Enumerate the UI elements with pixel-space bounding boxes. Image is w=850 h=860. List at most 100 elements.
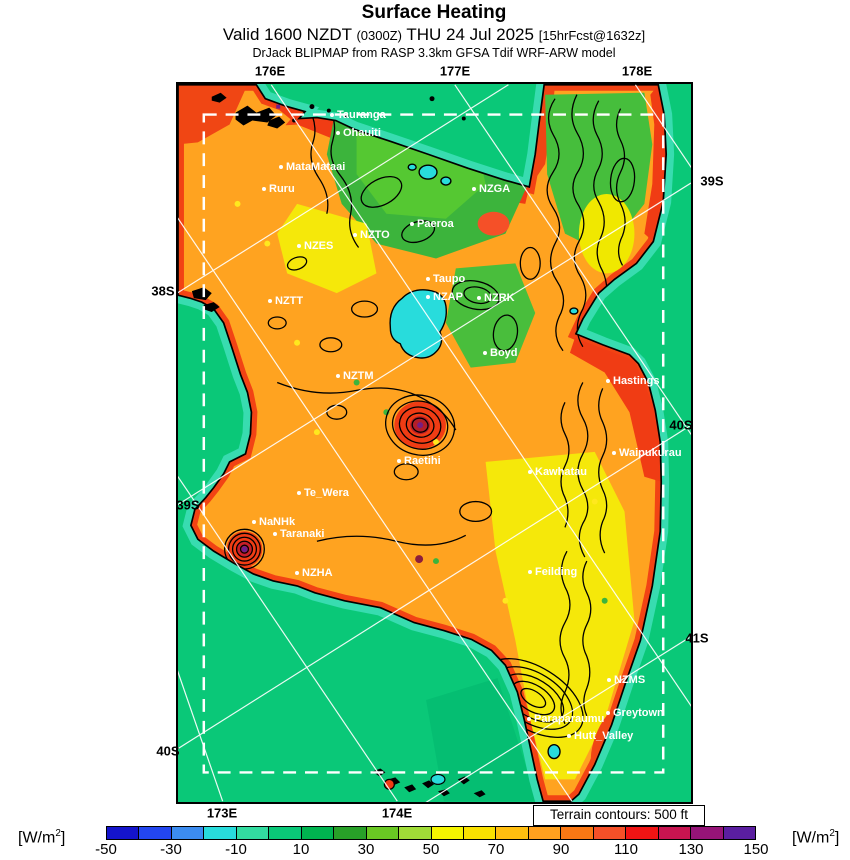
station-label: Ohauiti bbox=[343, 127, 381, 139]
station-label: Taranaki bbox=[280, 528, 325, 540]
station-nzrk: NZRK bbox=[477, 292, 515, 304]
colorbar-tick-110: 110 bbox=[614, 841, 638, 858]
colorbar-segment-14 bbox=[560, 827, 593, 839]
station-dot bbox=[273, 532, 277, 536]
station-dot bbox=[397, 459, 401, 463]
station-nzto: NZTO bbox=[353, 229, 390, 241]
valid-time-line: Valid 1600 NZDT (0300Z) THU 24 Jul 2025 … bbox=[0, 24, 850, 46]
axis-label-left-40s: 40S bbox=[156, 743, 180, 759]
figure-title: Surface Heating bbox=[361, 2, 507, 23]
axis-label-top-178e: 178E bbox=[621, 63, 653, 79]
station-label: Paraparaumu bbox=[534, 713, 605, 725]
heating-map bbox=[178, 84, 691, 802]
colorbar-tick-150: 150 bbox=[743, 841, 769, 858]
station-tauranga: Tauranga bbox=[330, 109, 386, 121]
colorbar-segment-5 bbox=[268, 827, 301, 839]
station-label: Raetihi bbox=[404, 455, 441, 467]
station-dot bbox=[607, 678, 611, 682]
station-label: NZGA bbox=[479, 183, 511, 195]
axis-label-left-39s: 39S bbox=[176, 497, 200, 513]
colorbar-segment-3 bbox=[203, 827, 236, 839]
colorbar-tick-130: 130 bbox=[678, 841, 704, 858]
station-label: MataMataai bbox=[286, 161, 346, 173]
station-label: Hutt_Valley bbox=[574, 730, 634, 742]
station-ruru: Ruru bbox=[262, 183, 295, 195]
valid-time-main: Valid 1600 NZDT bbox=[222, 25, 352, 44]
station-nztm: NZTM bbox=[336, 370, 374, 382]
station-te-wera: Te_Wera bbox=[297, 487, 349, 499]
heating-colorbar bbox=[106, 826, 756, 840]
station-label: Tauranga bbox=[337, 109, 386, 121]
graticule-lines bbox=[178, 84, 691, 802]
station-dot bbox=[477, 296, 481, 300]
colorbar-segment-2 bbox=[170, 827, 204, 839]
station-label: Boyd bbox=[490, 347, 518, 359]
station-nanhk: NaNHk bbox=[252, 516, 295, 528]
station-dot bbox=[528, 570, 532, 574]
station-label: NZTT bbox=[275, 295, 304, 307]
colorbar-unit-left: [W/m2] bbox=[18, 828, 66, 847]
colorbar-tick--10: -10 bbox=[225, 841, 247, 858]
station-label: Hastings bbox=[613, 375, 660, 387]
station-dot bbox=[295, 571, 299, 575]
station-label: NZRK bbox=[484, 292, 515, 304]
ocean-dark-band bbox=[426, 678, 538, 802]
station-matamataai: MataMataai bbox=[279, 161, 345, 173]
model-line: DrJack BLIPMAP from RASP 3.3km GFSA Tdif… bbox=[252, 46, 616, 60]
station-dot bbox=[268, 299, 272, 303]
station-label: Greytown bbox=[613, 707, 664, 719]
station-label: NZES bbox=[304, 240, 334, 252]
station-dot bbox=[483, 351, 487, 355]
map-plot-area bbox=[176, 82, 693, 804]
axis-label-right-40s: 40S bbox=[669, 417, 693, 433]
colorbar-unit-right: [W/m2] bbox=[792, 828, 840, 847]
station-label: Paeroa bbox=[417, 218, 454, 230]
station-label: Feilding bbox=[535, 566, 578, 578]
colorbar-segment-6 bbox=[300, 827, 334, 839]
station-hutt-valley: Hutt_Valley bbox=[567, 730, 633, 742]
colorbar-segment-17 bbox=[657, 827, 691, 839]
station-paeroa: Paeroa bbox=[410, 218, 454, 230]
station-raetihi: Raetihi bbox=[397, 455, 441, 467]
station-dot bbox=[606, 379, 610, 383]
station-dot bbox=[527, 717, 531, 721]
station-label: NZAP bbox=[433, 291, 463, 303]
colorbar-segment-8 bbox=[365, 827, 399, 839]
station-hastings: Hastings bbox=[606, 375, 659, 387]
colorbar-segment-12 bbox=[495, 827, 528, 839]
station-label: Ruru bbox=[269, 183, 295, 195]
valid-time-utc: (0300Z) bbox=[356, 28, 402, 43]
axis-label-top-176e: 176E bbox=[254, 63, 286, 79]
station-dot bbox=[279, 165, 283, 169]
station-label: Waipukurau bbox=[619, 447, 682, 459]
station-feilding: Feilding bbox=[528, 566, 577, 578]
colorbar-segment-1 bbox=[138, 827, 171, 839]
colorbar-tick--30: -30 bbox=[160, 841, 182, 858]
colorbar-segment-7 bbox=[333, 827, 366, 839]
station-label: Kawhatau bbox=[535, 466, 587, 478]
station-label: NZHA bbox=[302, 567, 333, 579]
axis-label-right-39s: 39S bbox=[700, 173, 724, 189]
colorbar-segment-11 bbox=[462, 827, 496, 839]
station-dot bbox=[336, 374, 340, 378]
terrain-contours-note: Terrain contours: 500 ft bbox=[533, 805, 705, 826]
station-dot bbox=[262, 187, 266, 191]
station-label: NaNHk bbox=[259, 516, 296, 528]
station-label: NZMS bbox=[614, 674, 646, 686]
station-dot bbox=[297, 244, 301, 248]
station-label: NZTM bbox=[343, 370, 374, 382]
station-label: Taupo bbox=[433, 273, 466, 285]
axis-label-top-177e: 177E bbox=[439, 63, 471, 79]
model-domain-box bbox=[202, 113, 665, 774]
station-dot bbox=[330, 113, 334, 117]
station-paraparaumu: Paraparaumu bbox=[527, 713, 604, 725]
station-dot bbox=[410, 222, 414, 226]
south-island-cool-spot bbox=[430, 773, 446, 785]
station-dot bbox=[606, 711, 610, 715]
station-dot bbox=[472, 187, 476, 191]
colorbar-segment-19 bbox=[722, 827, 756, 839]
station-nztt: NZTT bbox=[268, 295, 303, 307]
station-label: Te_Wera bbox=[304, 487, 349, 499]
station-nzap: NZAP bbox=[426, 291, 463, 303]
colorbar-tick-10: 10 bbox=[292, 841, 310, 858]
